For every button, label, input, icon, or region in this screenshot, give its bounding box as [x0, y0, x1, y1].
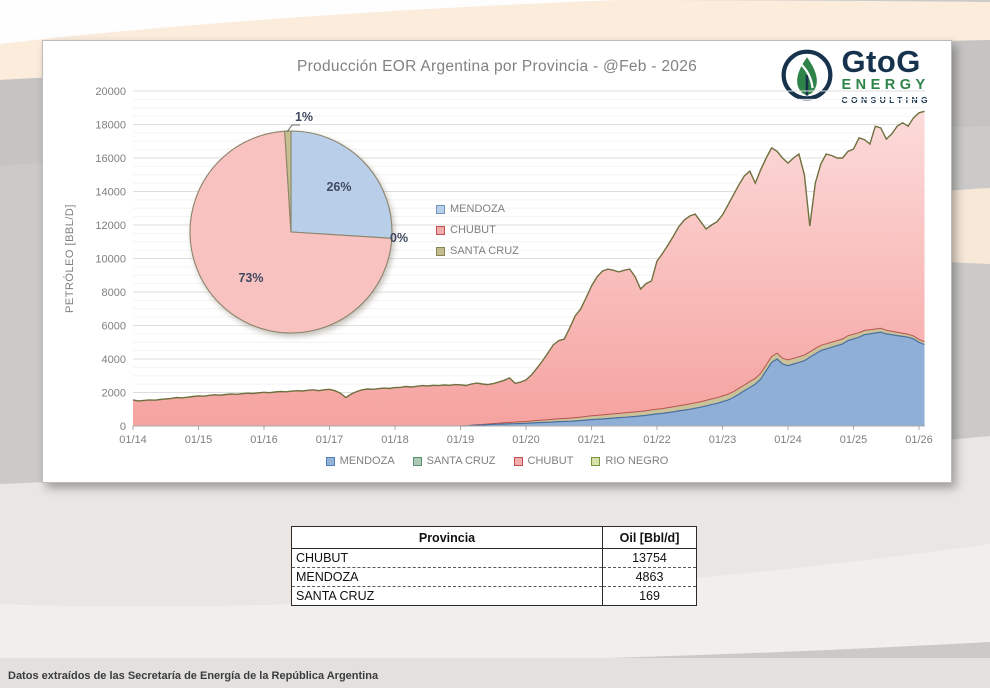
logo-wordmark: GtoG	[841, 44, 921, 79]
area-mendoza	[133, 332, 925, 426]
chubut-lower-border	[460, 327, 925, 427]
y-tick-label: 16000	[95, 153, 126, 165]
x-tick-label: 01/21	[578, 434, 606, 446]
x-tick-label: 01/25	[840, 434, 868, 446]
y-tick-label: 14000	[95, 187, 126, 199]
chart-title: Producción EOR Argentina por Provincia -…	[296, 58, 698, 75]
footer-strip	[0, 658, 990, 688]
pie-legend: MENDOZA CHUBUT SANTA CRUZ	[436, 203, 519, 257]
x-tick-label: 01/24	[774, 434, 802, 446]
x-tick-label: 01/23	[709, 434, 737, 446]
area-legend-label: RIO NEGRO	[605, 455, 669, 467]
area-chart-legend: MENDOZA SANTA CRUZ CHUBUT RIO NEGRO	[43, 455, 951, 467]
chubut-swatch-icon	[513, 456, 523, 466]
mendoza-border	[460, 331, 925, 427]
mendoza-swatch-icon	[325, 456, 335, 466]
pie-label-chubut: 73%	[238, 271, 264, 285]
cell-province: MENDOZA	[291, 567, 603, 587]
y-tick-label: 6000	[102, 321, 126, 333]
mendoza-swatch-icon	[436, 204, 445, 214]
wave-white-top	[0, 0, 620, 44]
y-tick-label: 8000	[102, 287, 126, 299]
area-legend-label: CHUBUT	[527, 455, 574, 467]
area-legend-item-chubut: CHUBUT	[513, 455, 574, 467]
y-tick-label: 0	[120, 421, 126, 433]
x-tick-label: 01/22	[643, 434, 671, 446]
cell-province: SANTA CRUZ	[296, 589, 375, 603]
cell-province: CHUBUT	[291, 548, 603, 568]
table-header-row: Provincia Oil [Bbl/d]	[291, 526, 697, 549]
province-table: Provincia Oil [Bbl/d] CHUBUT 13754 MENDO…	[291, 526, 697, 606]
y-tick-label: 2000	[102, 388, 126, 400]
x-tick-label: 01/19	[447, 434, 475, 446]
chart-card: Producción EOR Argentina por Provincia -…	[42, 40, 952, 483]
cell-oil: 4863	[602, 567, 697, 587]
header-oil: Oil [Bbl/d]	[602, 526, 697, 549]
area-legend-item-rio-negro: RIO NEGRO	[591, 455, 668, 467]
footer-source-note: Datos extraídos de las Secretaría de Ene…	[8, 670, 379, 682]
pie-legend-item-chubut: CHUBUT	[436, 224, 519, 236]
cell-oil: 169	[602, 586, 697, 606]
area-series	[132, 110, 925, 427]
y-tick-label: 4000	[102, 354, 126, 366]
chubut-swatch-icon	[436, 225, 445, 235]
area-santa-cruz	[133, 328, 925, 426]
table-row: SANTA CRUZ 169	[292, 586, 697, 606]
area-legend-item-santa-cruz: SANTA CRUZ	[412, 455, 496, 467]
pie-legend-label: CHUBUT	[450, 224, 496, 236]
area-legend-item-mendoza: MENDOZA	[325, 455, 395, 467]
y-tick-label: 10000	[95, 254, 126, 266]
table-row: MENDOZA 4863	[291, 567, 697, 587]
x-tick-label: 01/17	[316, 434, 344, 446]
area-chubut	[133, 111, 925, 427]
cell-oil: 13754	[602, 548, 697, 568]
pie-legend-item-santa-cruz: SANTA CRUZ	[436, 245, 519, 257]
x-tick-label: 01/18	[381, 434, 409, 446]
x-tick-label: 01/14	[119, 434, 147, 446]
pie-chart	[189, 130, 393, 334]
area-legend-label: MENDOZA	[339, 455, 395, 467]
total-top-border-rio-negro	[132, 110, 925, 402]
y-axis-title: PETRÓLEO [BBL/D]	[63, 204, 76, 313]
logo-gtog-icon	[782, 49, 833, 101]
x-tick-label: 01/20	[512, 434, 540, 446]
pie-label-santa-cruz: 1%	[294, 110, 314, 124]
logo-energy-text: ENERGY	[841, 77, 930, 93]
table-row: CHUBUT 13754	[291, 548, 697, 568]
y-tick-label: 18000	[95, 120, 126, 132]
y-tick-label: 12000	[95, 220, 126, 232]
pie-label-rio-negro: 0%	[390, 231, 409, 245]
pie-label-mendoza: 26%	[326, 180, 352, 194]
santa-cruz-swatch-icon	[412, 456, 422, 466]
x-tick-label: 01/26	[905, 434, 933, 446]
rio-negro-swatch-icon	[591, 456, 601, 466]
pie-legend-item-mendoza: MENDOZA	[436, 203, 519, 215]
area-legend-label: SANTA CRUZ	[426, 455, 496, 467]
x-tick-label: 01/16	[250, 434, 278, 446]
santa-cruz-swatch-icon	[436, 246, 445, 256]
pie-legend-label: SANTA CRUZ	[450, 245, 519, 257]
axis-tick-labels: 01/14 01/15 01/16 01/17 01/18 01/19 01/20 01/21…	[95, 86, 932, 446]
pie-legend-label: MENDOZA	[450, 203, 505, 215]
pie-slice-mendoza	[290, 130, 393, 239]
y-tick-label: 20000	[95, 86, 126, 98]
stacked-area-chart: 01/14 01/15 01/16 01/17 01/18 01/19 01/20 01/21…	[63, 86, 933, 446]
header-provincia: Provincia	[291, 526, 603, 549]
x-tick-label: 01/15	[185, 434, 213, 446]
